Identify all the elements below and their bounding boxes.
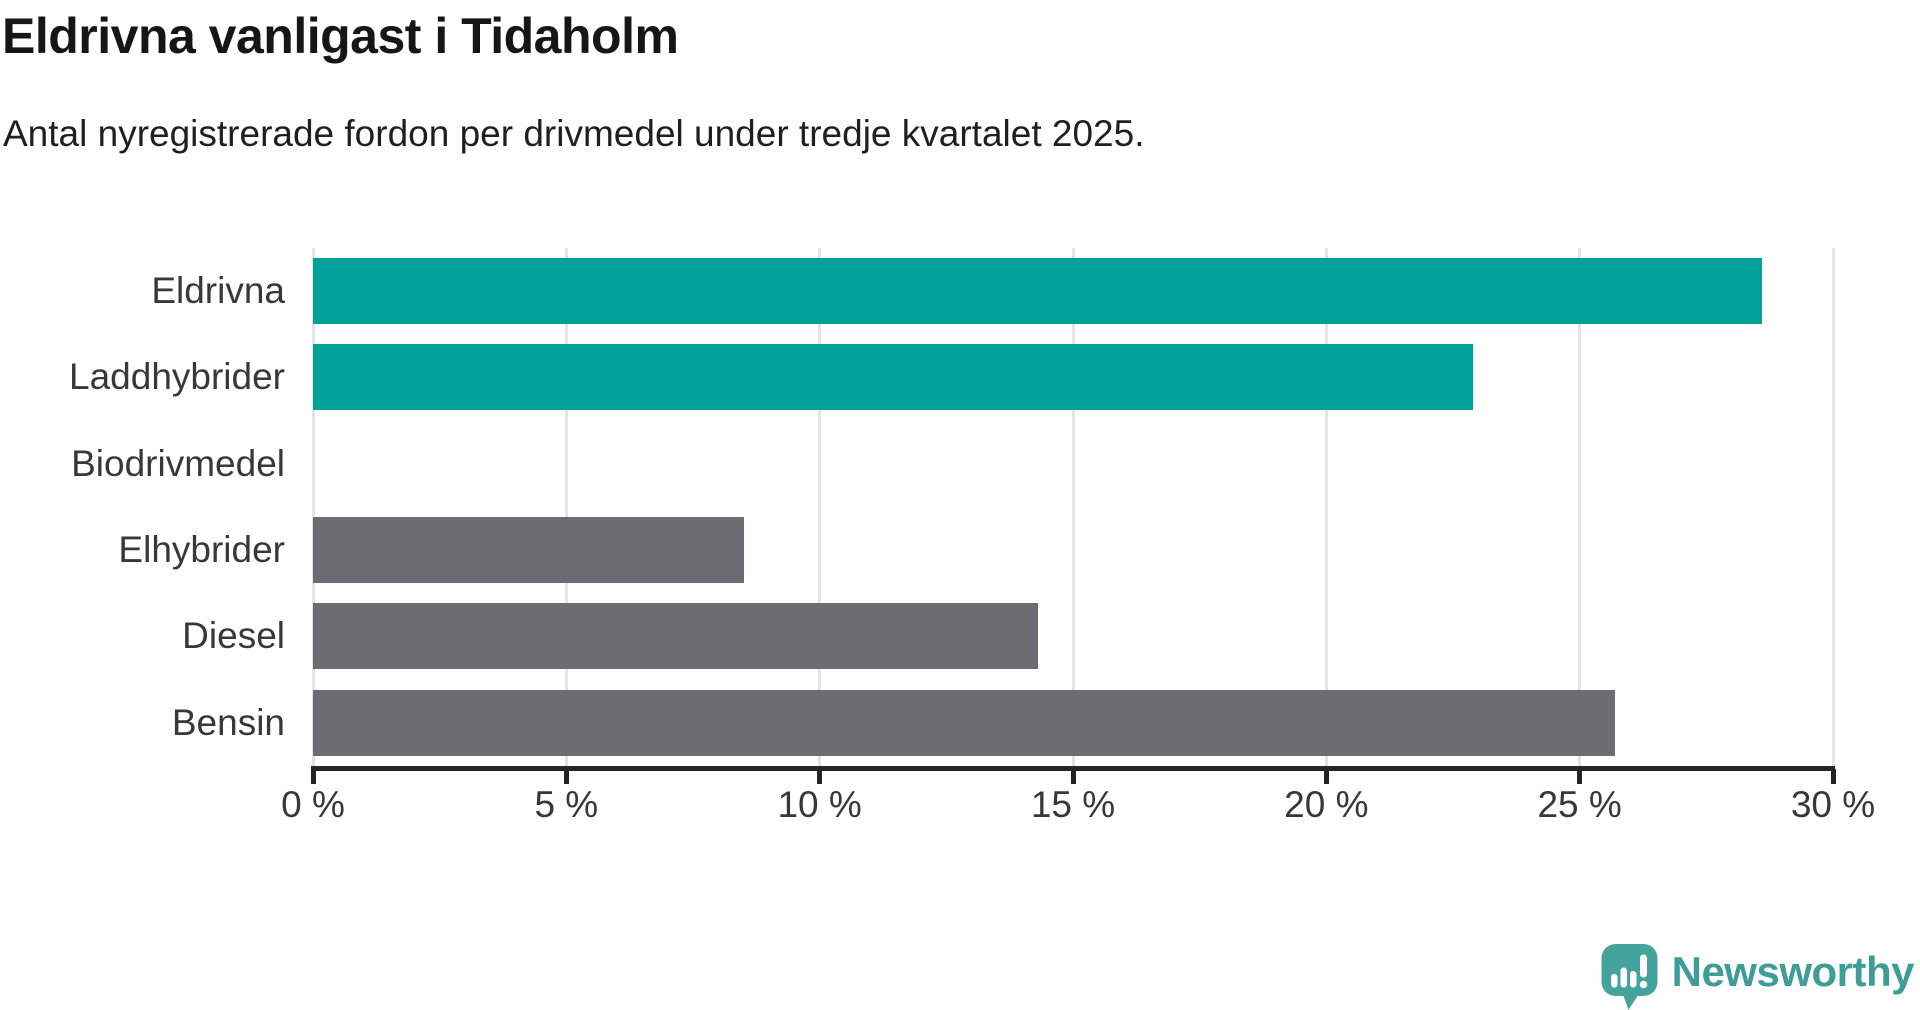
x-axis-tick-label: 0 % (281, 784, 345, 825)
x-axis-tick (1323, 769, 1329, 784)
gridline (564, 248, 568, 766)
category-label-bensin: Bensin (171, 701, 285, 743)
x-axis-tick-label: 30 % (1790, 784, 1876, 825)
chart-title: Eldrivna vanligast i Tidaholm (2, 8, 679, 64)
bar-row: Diesel (182, 593, 1833, 679)
plot-area: Eldrivna Laddhybrider Biodrivmedel Elhybrid… (69, 248, 1875, 825)
x-axis-tick-label: 10 % (777, 784, 862, 825)
x-axis-tick (1577, 769, 1583, 784)
bar-elhybrider (313, 517, 744, 584)
bar-row: Biodrivmedel (71, 421, 1833, 507)
bar-row: Laddhybrider (69, 334, 1833, 420)
x-axis-line (311, 766, 1835, 771)
x-axis-tick (1070, 769, 1076, 784)
bar-bensin (313, 689, 1616, 756)
x-axis-tick-label: 25 % (1537, 784, 1622, 825)
x-axis-tick-label: 15 % (1030, 784, 1116, 825)
bar-laddhybrider (313, 344, 1474, 411)
gridline (1071, 248, 1075, 766)
x-axis-tick-label: 20 % (1284, 784, 1369, 825)
bar-row: Elhybrider (118, 507, 1833, 593)
x-axis-tick (310, 769, 316, 784)
bar-eldrivna (313, 258, 1763, 325)
x-axis-tick (817, 769, 823, 784)
gridline (311, 248, 315, 766)
bar-row: Bensin (172, 680, 1833, 766)
gridline (1324, 248, 1328, 766)
category-label-eldrivna: Eldrivna (151, 270, 285, 311)
chart-subtitle: Antal nyregistrerade fordon per drivmede… (3, 113, 1145, 154)
newsworthy-logo: Newsworthy (1601, 944, 1915, 1010)
newsworthy-speech-bubble-chart-icon (1601, 944, 1658, 1010)
category-label-elhybrider: Elhybrider (118, 529, 285, 570)
x-axis-tick (1830, 769, 1836, 784)
gridline (1831, 248, 1835, 766)
gridline (818, 248, 822, 766)
x-axis-tick (563, 769, 569, 784)
newsworthy-logo-text: Newsworthy (1671, 948, 1915, 995)
category-label-laddhybrider: Laddhybrider (69, 356, 285, 398)
x-axis-tick-label: 5 % (534, 784, 599, 825)
category-label-biodrivmedel: Biodrivmedel (71, 442, 285, 484)
bar-diesel (313, 603, 1038, 670)
bar-row: Eldrivna (151, 248, 1833, 334)
category-label-diesel: Diesel (182, 615, 285, 657)
gridline (1578, 248, 1582, 766)
